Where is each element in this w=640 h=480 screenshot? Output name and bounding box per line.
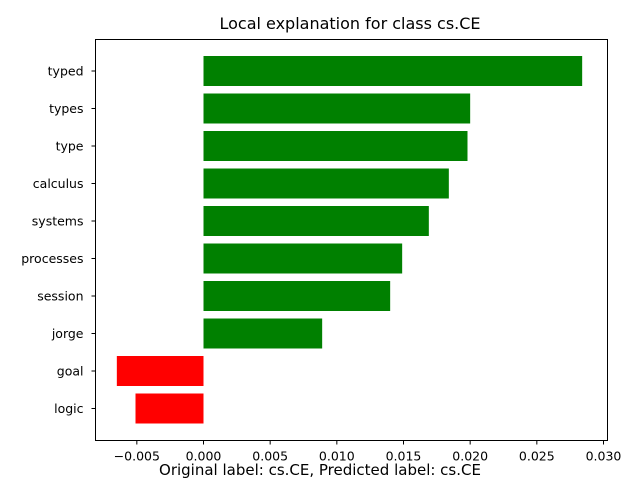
y-tick-label: types (49, 101, 83, 116)
y-tick-label: calculus (33, 176, 84, 191)
y-axis: typed types type calculus systems processes se… (21, 64, 96, 416)
y-tick-label: processes (21, 251, 83, 266)
y-tick-label: session (37, 289, 83, 304)
bar-calculus (203, 168, 449, 199)
bar-session (203, 281, 391, 311)
x-tick-label: −0.005 (114, 449, 160, 464)
bar-systems (203, 206, 429, 236)
x-tick-label: 0.020 (452, 449, 488, 464)
plot-frame (95, 39, 608, 441)
x-tick-label: 0.005 (252, 449, 288, 464)
bar-typed (203, 56, 583, 86)
chart-title: Local explanation for class cs.CE (219, 14, 480, 33)
y-tick-label: goal (57, 364, 84, 379)
x-tick-label: 0.025 (519, 449, 555, 464)
x-tick-label: 0.010 (319, 449, 355, 464)
x-tick-label: 0.015 (386, 449, 422, 464)
y-tick-label: typed (48, 64, 84, 79)
bar-type (203, 131, 468, 161)
bar-goal (116, 356, 204, 386)
x-axis: −0.005 0.000 0.005 0.010 0.015 0.020 0.025 0.03… (114, 440, 622, 464)
bar-logic (135, 393, 204, 424)
y-tick-label: systems (32, 214, 84, 229)
y-tick-label: type (56, 139, 84, 154)
x-tick-label: 0.030 (586, 449, 622, 464)
y-tick-label: logic (54, 401, 84, 416)
bar-jorge (203, 318, 323, 349)
bars-layer (116, 56, 583, 424)
bar-processes (203, 243, 403, 274)
y-tick-label: jorge (51, 326, 84, 341)
x-tick-label: 0.000 (186, 449, 222, 464)
bar-types (203, 93, 471, 124)
chart-caption: Original label: cs.CE, Predicted label: … (159, 461, 481, 479)
